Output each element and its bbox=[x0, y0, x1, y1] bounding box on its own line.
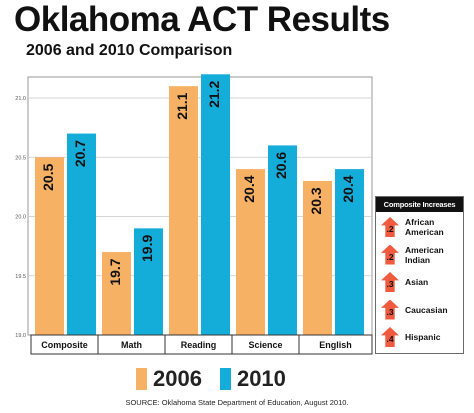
data-label-2006-science: 20.4 bbox=[241, 175, 257, 202]
bar-2010-math bbox=[134, 228, 163, 335]
composite-increases-title: Composite Increases bbox=[376, 197, 463, 212]
category-axis-band bbox=[30, 334, 373, 355]
increase-group-label: Asian bbox=[405, 277, 429, 287]
bar-2010-reading bbox=[201, 74, 230, 336]
legend-swatch-2006 bbox=[136, 368, 147, 390]
data-label-2006-composite: 20.5 bbox=[40, 163, 56, 190]
legend-item-2010: 2010 bbox=[219, 366, 286, 392]
data-label-2010-science: 20.6 bbox=[273, 152, 289, 179]
y-tick-label: 20.5 bbox=[15, 155, 26, 161]
bar-2006-science bbox=[236, 169, 265, 335]
bar-2006-english bbox=[303, 180, 332, 335]
increase-group-label: American Indian bbox=[405, 244, 444, 265]
increase-group-label: Hispanic bbox=[405, 332, 441, 342]
increase-group-label: Caucasian bbox=[405, 304, 448, 315]
x-tick-label-math: Math bbox=[121, 340, 142, 350]
increase-value: .3 bbox=[386, 279, 394, 289]
y-tick-label: 19.0 bbox=[15, 333, 26, 339]
data-label-2006-reading: 21.1 bbox=[174, 92, 190, 119]
x-tick-label-composite: Composite bbox=[41, 340, 88, 350]
data-label-2010-english: 20.4 bbox=[340, 175, 356, 202]
increase-row: .3 Caucasian bbox=[376, 297, 463, 323]
increase-row: .4 Hispanic bbox=[376, 324, 463, 350]
bar-2010-science bbox=[268, 145, 297, 335]
legend-swatch-2010 bbox=[219, 368, 231, 390]
increase-row: .3 Asian bbox=[376, 269, 463, 295]
up-arrow-icon: .4 bbox=[381, 327, 399, 347]
legend-label-2006: 2006 bbox=[153, 366, 202, 391]
up-arrow-icon: .3 bbox=[381, 272, 399, 292]
bar-2010-english bbox=[335, 169, 364, 335]
increase-group-label: African American bbox=[405, 217, 444, 237]
increase-value: .3 bbox=[386, 306, 394, 317]
x-tick-label-reading: Reading bbox=[181, 340, 217, 350]
y-tick-label: 21.0 bbox=[15, 96, 26, 102]
y-tick-label: 20.0 bbox=[15, 215, 26, 221]
chart-subtitle: 2006 and 2010 Comparison bbox=[26, 42, 233, 59]
bar-2006-reading bbox=[169, 86, 198, 336]
increase-value: .2 bbox=[386, 224, 394, 234]
data-label-2010-math: 19.9 bbox=[139, 235, 155, 262]
x-tick-label-english: English bbox=[319, 340, 352, 350]
bar-2006-math bbox=[102, 252, 131, 335]
up-arrow-icon: .3 bbox=[381, 299, 399, 320]
increase-value: .2 bbox=[386, 251, 394, 262]
data-label-2006-math: 19.7 bbox=[107, 258, 123, 285]
increase-row: .2 American Indian bbox=[376, 242, 463, 268]
data-label-2006-english: 20.3 bbox=[308, 187, 324, 214]
increase-value: .4 bbox=[386, 334, 394, 344]
y-tick-label: 19.5 bbox=[15, 274, 26, 280]
bar-2010-composite bbox=[67, 133, 96, 335]
data-label-2010-reading: 21.2 bbox=[206, 80, 222, 107]
legend-item-2006: 2006 bbox=[136, 366, 202, 392]
composite-increases-panel: Composite Increases .2 African American .2 A… bbox=[375, 196, 464, 354]
legend-label-2010: 2010 bbox=[236, 366, 286, 391]
chart-legend: 2006 2010 bbox=[136, 366, 304, 392]
source-note: SOURCE: Oklahoma State Department of Edu… bbox=[125, 398, 349, 407]
up-arrow-icon: .2 bbox=[381, 217, 399, 237]
chart-title: Oklahoma ACT Results bbox=[14, 0, 390, 39]
up-arrow-icon: .2 bbox=[381, 244, 399, 265]
increase-row: .2 African American bbox=[376, 214, 463, 240]
bar-2006-composite bbox=[35, 157, 64, 335]
x-tick-label-science: Science bbox=[248, 340, 282, 350]
data-label-2010-composite: 20.7 bbox=[72, 140, 88, 167]
